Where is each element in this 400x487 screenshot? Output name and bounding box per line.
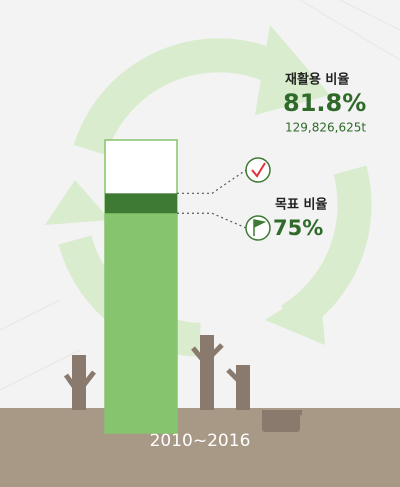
chart: 2010~2016 재활용 비율 81.8% 129,826,625t 목표 비… (0, 0, 400, 487)
legend-label: 재활용 비율 (285, 72, 349, 88)
bar (105, 213, 177, 433)
x-tick-label: 2010~2016 (150, 431, 251, 451)
legend-label: 목표 비율 (275, 197, 327, 213)
value-label: 81.8% (283, 89, 366, 117)
value-label: 75% (273, 216, 323, 240)
flag-icon (246, 216, 270, 240)
annotation: 129,826,625t (285, 121, 366, 135)
check-icon (246, 158, 270, 182)
